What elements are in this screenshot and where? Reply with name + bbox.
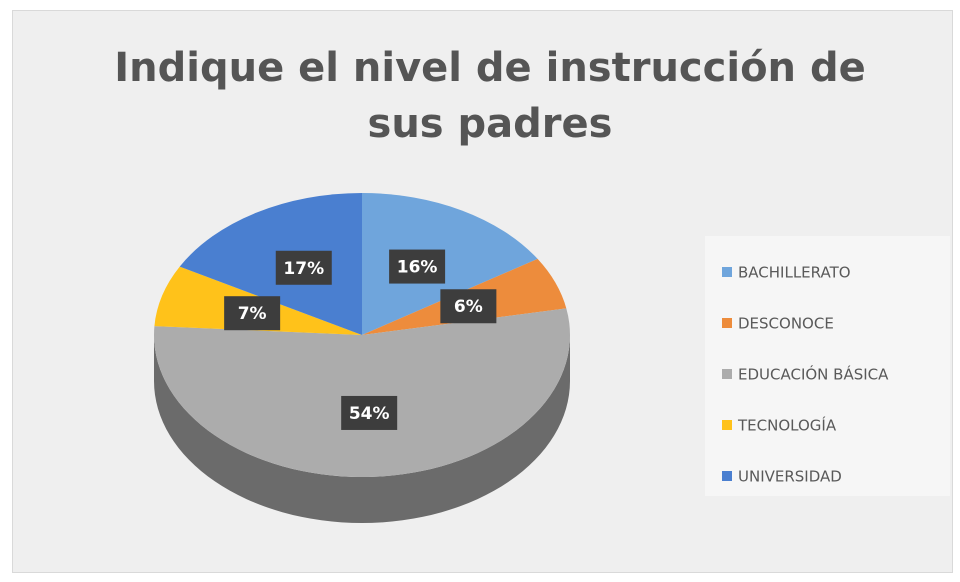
data-label: 17% bbox=[283, 259, 324, 279]
pie-slice bbox=[179, 193, 362, 335]
data-label: 7% bbox=[238, 304, 267, 324]
legend-label: TECNOLOGÍA bbox=[737, 416, 837, 435]
pie-slice bbox=[154, 308, 571, 477]
legend-swatch bbox=[722, 420, 732, 430]
pie-slice-side bbox=[154, 335, 570, 523]
legend-label: BACHILLERATO bbox=[738, 264, 851, 282]
legend-swatch bbox=[722, 369, 732, 379]
legend-swatch bbox=[722, 471, 732, 481]
data-label: 6% bbox=[454, 297, 483, 317]
legend-label: EDUCACIÓN BÁSICA bbox=[738, 365, 889, 384]
data-label-box bbox=[275, 250, 332, 285]
legend-swatch bbox=[722, 267, 732, 277]
data-label: 16% bbox=[397, 258, 438, 278]
pie-slice bbox=[362, 193, 538, 335]
legend-swatch bbox=[722, 318, 732, 328]
data-label-box bbox=[389, 249, 446, 284]
data-label-box bbox=[341, 395, 398, 430]
data-label-box bbox=[440, 289, 497, 324]
legend-box bbox=[705, 236, 950, 496]
data-label-box bbox=[224, 296, 281, 331]
legend-label: DESCONOCE bbox=[738, 315, 834, 333]
chart-title: Indique el nivel de instrucción de sus p… bbox=[114, 45, 866, 147]
legend-label: UNIVERSIDAD bbox=[738, 468, 842, 486]
data-label: 54% bbox=[349, 404, 390, 424]
